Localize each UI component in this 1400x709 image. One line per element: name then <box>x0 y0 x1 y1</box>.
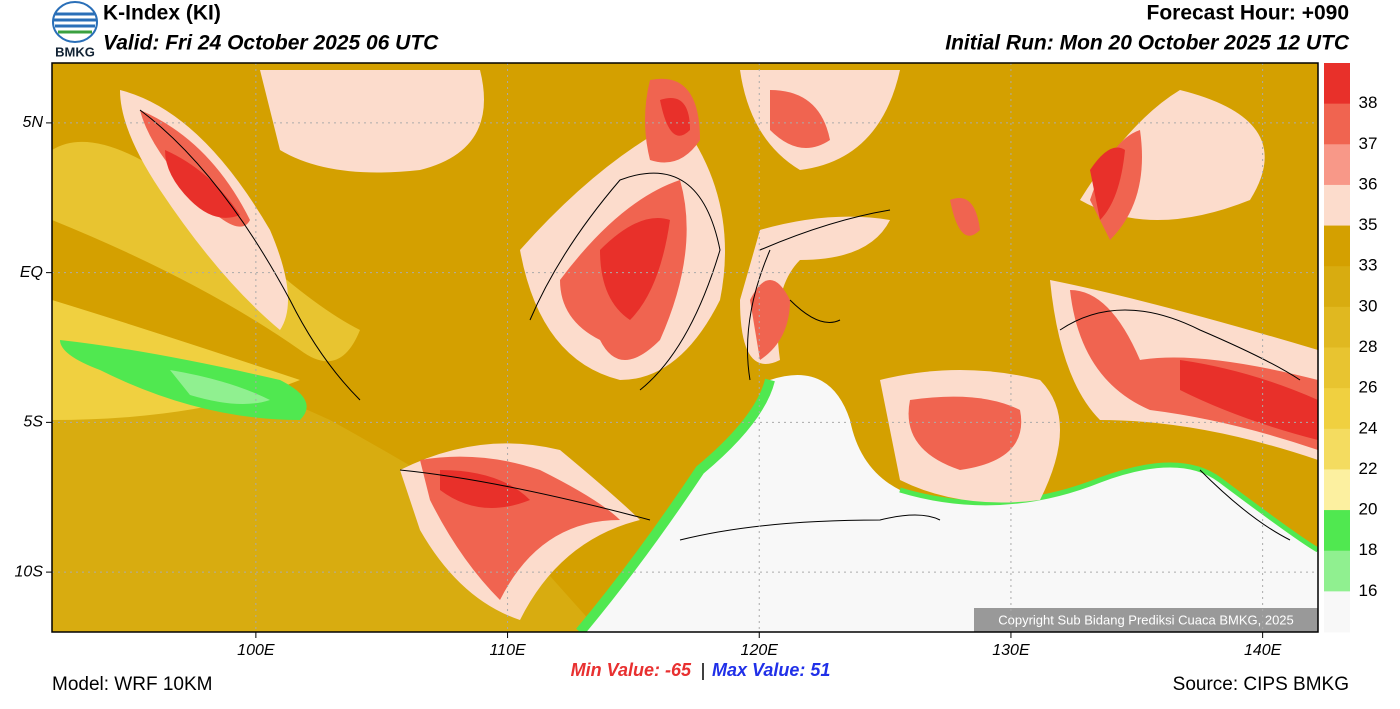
initial-run: Initial Run: Mon 20 October 2025 12 UTC <box>945 32 1350 55</box>
x-tick-label: 120E <box>741 642 779 659</box>
colorbar-label: 26 <box>1359 378 1378 397</box>
colorbar-band <box>1324 347 1350 389</box>
colorbar-label: 30 <box>1359 296 1378 315</box>
colorbar-band <box>1324 225 1350 267</box>
colorbar-label: 22 <box>1359 459 1378 478</box>
max-label: Max Value: <box>712 660 805 680</box>
map-field: Copyright Sub Bidang Prediksi Cuaca BMKG… <box>52 63 1318 632</box>
forecast-hour: Forecast Hour: +090 <box>1147 2 1350 25</box>
colorbar-band <box>1324 388 1350 430</box>
colorbar-label: 16 <box>1359 581 1378 600</box>
colorbar-label: 28 <box>1359 337 1378 356</box>
colorbar-band <box>1324 428 1350 470</box>
colorbar-label: 35 <box>1359 215 1378 234</box>
colorbar-label: 24 <box>1359 418 1378 437</box>
colorbar-band <box>1324 144 1350 186</box>
colorbar-band <box>1324 103 1350 145</box>
y-tick-label: 5S <box>23 414 43 431</box>
colorbar-band <box>1324 550 1350 592</box>
colorbar-label: 38 <box>1359 93 1378 112</box>
map-frame <box>51 62 1319 633</box>
colorbar-label: 18 <box>1359 540 1378 559</box>
colorbar: 38 37 36 35 33 30 28 26 24 22 20 18 16 <box>1324 63 1377 633</box>
max-number: 51 <box>810 660 830 680</box>
x-tick-label: 130E <box>992 642 1030 659</box>
colorbar-band <box>1324 266 1350 308</box>
source: Source: CIPS BMKG <box>1173 674 1349 695</box>
valid-time: Valid: Fri 24 October 2025 06 UTC <box>103 32 439 55</box>
min-number: -65 <box>665 660 692 680</box>
max-value: Max Value: 51 <box>712 660 830 680</box>
coastline <box>139 109 1301 541</box>
logo-text: BMKG <box>55 44 95 59</box>
colorbar-label: 37 <box>1359 134 1378 153</box>
logo: BMKG <box>52 1 98 59</box>
copyright: Copyright Sub Bidang Prediksi Cuaca BMKG… <box>998 612 1294 627</box>
colorbar-label: 20 <box>1359 500 1378 519</box>
graticule: 100E 110E 120E 130E 140E 5N EQ 5S 10S <box>15 63 1318 659</box>
y-tick-label: 10S <box>15 563 44 580</box>
y-tick-label: 5N <box>23 114 44 131</box>
colorbar-band <box>1324 510 1350 552</box>
colorbar-band <box>1324 591 1350 633</box>
y-tick-label: EQ <box>20 264 43 281</box>
colorbar-label: 36 <box>1359 174 1378 193</box>
model: Model: WRF 10KM <box>52 674 212 695</box>
colorbar-band <box>1324 184 1350 227</box>
min-label: Min Value: <box>571 660 660 680</box>
colorbar-label: 33 <box>1359 256 1378 275</box>
colorbar-band <box>1324 63 1350 105</box>
min-value: Min Value: -65 <box>571 660 692 680</box>
colorbar-band <box>1324 469 1350 511</box>
x-tick-label: 140E <box>1244 642 1282 659</box>
colorbar-band <box>1324 306 1350 348</box>
x-tick-label: 110E <box>489 642 526 659</box>
x-tick-label: 100E <box>237 642 275 659</box>
title: K-Index (KI) <box>103 2 221 25</box>
